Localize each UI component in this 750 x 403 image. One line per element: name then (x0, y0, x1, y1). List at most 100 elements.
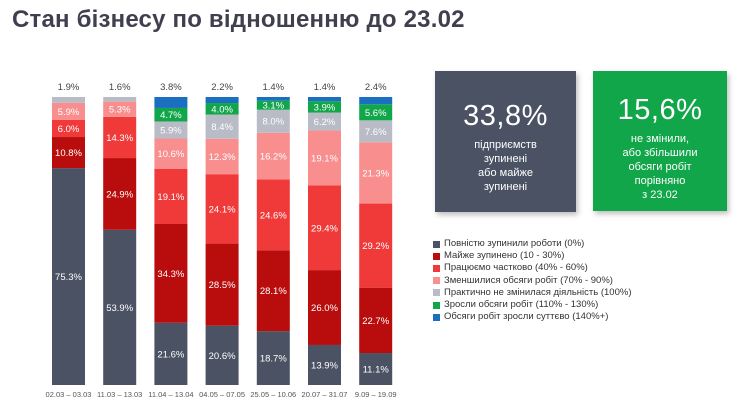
data-label: 24.1% (209, 204, 236, 215)
stat-value-decimal: 8% (504, 100, 548, 132)
top-label: 1.9% (58, 82, 80, 93)
chart-legend: Повністю зупинили роботи (0%) Майже зупи… (433, 238, 733, 323)
data-label: 24.9% (106, 189, 133, 200)
bar-segment (103, 158, 137, 230)
bar-segment (205, 114, 239, 139)
bar-segment (359, 287, 393, 354)
stat-note-line: зупинені (483, 181, 528, 193)
legend-item: Обсяги робіт зросли суттєво (140%+) (433, 311, 733, 323)
bar-segment (154, 322, 188, 385)
stat-note: не змінили, або збільшили обсяги робіт п… (593, 132, 727, 202)
x-tick-label: 11.04 – 13.04 (148, 390, 193, 399)
legend-label: Працюємо частково (40% - 60%) (444, 262, 588, 274)
legend-label: Практично не змінилася діяльність (100%) (444, 286, 632, 298)
data-label: 10.8% (55, 148, 82, 159)
top-label: 1.4% (314, 82, 336, 93)
data-label: 3.9% (314, 102, 336, 113)
bar-segment (359, 120, 393, 143)
x-tick-label: 25.05 – 10.06 (250, 390, 296, 399)
data-label: 21.6% (157, 349, 184, 360)
stat-note-line: зупинені (483, 153, 528, 165)
bar-segment (359, 353, 393, 385)
stat-note: підприємств зупинені або майже зупинені (435, 138, 576, 194)
legend-swatch (433, 313, 440, 321)
bar-segment (308, 101, 341, 113)
legend-item: Зменшилися обсяги робіт (70% - 90%) (433, 275, 733, 287)
top-label: 1.6% (109, 82, 131, 93)
bar-segment (52, 97, 85, 103)
data-label: 21.3% (362, 168, 389, 179)
legend-swatch (433, 252, 440, 260)
data-label: 4.0% (211, 104, 233, 115)
data-label: 53.9% (106, 303, 133, 314)
data-label: 8.0% (262, 117, 284, 128)
bar-segment (154, 169, 188, 225)
bar-segment (154, 97, 188, 108)
bar-segment (308, 130, 341, 186)
data-label: 22.7% (362, 316, 389, 327)
data-label: 29.2% (362, 241, 389, 252)
bar-segment (52, 119, 85, 138)
bar-segment (154, 121, 188, 139)
stat-note-line: обсяги робіт (628, 161, 692, 173)
bar-segment (52, 102, 85, 120)
bar-segment (308, 344, 341, 385)
bar-segment (308, 270, 341, 345)
legend-item: Повністю зупинили роботи (0%) (433, 238, 733, 250)
data-label: 3.1% (262, 101, 284, 112)
bar-segment (103, 101, 137, 117)
data-label: 10.6% (157, 149, 184, 160)
bar-segment (256, 97, 290, 101)
data-label: 34.3% (157, 269, 184, 280)
stat-note-line: не змінили, (630, 133, 690, 145)
legend-swatch (433, 277, 440, 285)
legend-swatch (433, 301, 440, 309)
legend-swatch (433, 240, 440, 248)
page-title: Стан бізнесу по відношенню до 23.02 (12, 6, 465, 33)
bar-segment (359, 142, 393, 204)
legend-item: Практично не змінилася діяльність (100%) (433, 287, 733, 299)
data-label: 5.6% (365, 108, 387, 119)
x-tick-label: 20.07 – 31.07 (302, 390, 348, 399)
bar-segment (205, 325, 239, 385)
bar-segment (256, 132, 290, 180)
stat-note-line: або збільшили (622, 147, 698, 159)
data-label: 28.5% (209, 280, 236, 291)
legend-label: Майже зупинено (10 - 30%) (444, 250, 565, 262)
data-label: 5.9% (160, 125, 182, 136)
top-label: 3.8% (160, 82, 182, 93)
data-label: 29.4% (311, 223, 338, 234)
data-label: 7.6% (365, 127, 387, 138)
x-tick-label: 9.09 – 19.09 (355, 390, 397, 399)
data-label: 18.7% (260, 354, 287, 365)
bar-segment (256, 100, 290, 110)
legend-label: Повністю зупинили роботи (0%) (444, 238, 585, 249)
legend-label: Зменшилися обсяги робіт (70% - 90%) (444, 274, 613, 286)
stat-value: 15,6% (593, 94, 727, 127)
data-label: 19.1% (157, 192, 184, 203)
bar-segment (205, 138, 239, 175)
bar-segment (154, 138, 188, 169)
data-label: 28.1% (260, 286, 287, 297)
stat-card-stopped: 33,8% підприємств зупинені або майже зуп… (435, 71, 576, 212)
bar-segment (103, 229, 137, 385)
data-label: 14.3% (106, 133, 133, 144)
bar-segment (205, 243, 239, 326)
top-label: 2.4% (365, 82, 387, 93)
legend-item: Працюємо частково (40% - 60%) (433, 262, 733, 274)
data-label: 12.3% (209, 152, 236, 163)
bar-segment (103, 116, 137, 159)
data-label: 26.0% (311, 303, 338, 314)
legend-item: Зросли обсяги робіт (110% - 130%) (433, 299, 733, 311)
data-label: 75.3% (55, 272, 82, 283)
data-label: 5.9% (58, 107, 80, 118)
legend-label: Зросли обсяги робіт (110% - 130%) (444, 299, 599, 311)
bar-segment (52, 137, 85, 169)
stat-value-main: 33, (463, 100, 505, 132)
data-label: 19.1% (311, 153, 338, 164)
bar-segment (103, 97, 137, 102)
x-tick-label: 11.03 – 13.03 (97, 390, 142, 399)
stat-value: 33,8% (435, 100, 576, 133)
bar-segment (308, 97, 341, 102)
